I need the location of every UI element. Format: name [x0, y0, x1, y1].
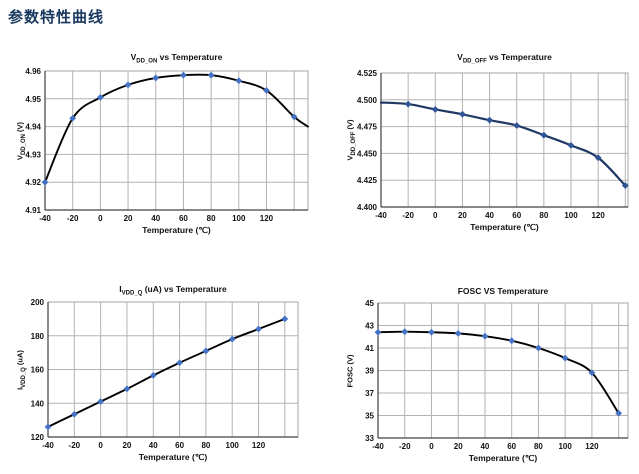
- plot-area: 4.91 4.92 4.93 4.94 4.95 4.96 -40 -20 0 20 40 60 80 1…: [25, 67, 309, 223]
- svg-text:4.91: 4.91: [25, 206, 41, 215]
- svg-text:4.94: 4.94: [25, 123, 41, 132]
- title-text: FOSC VS Temperature: [457, 286, 549, 296]
- svg-text:40: 40: [480, 442, 489, 451]
- svg-text:-20: -20: [399, 442, 411, 451]
- chart-ivdd-q-vs-temperature: IVDD_Q (uA) vs Temperature IVDD_Q (uA) 1…: [8, 278, 316, 472]
- svg-text:60: 60: [507, 442, 516, 451]
- svg-text:100: 100: [564, 211, 578, 220]
- svg-text:4.400: 4.400: [357, 203, 378, 212]
- svg-text:120: 120: [585, 442, 599, 451]
- chart-fosc-vs-temperature: FOSC VS Temperature FOSC (V) 33 35 37 39 41 4…: [338, 280, 638, 472]
- svg-text:-20: -20: [69, 441, 81, 450]
- chart-title: VDD_OFF vs Temperature: [381, 52, 628, 65]
- chart-vdd-on-vs-temperature: VDD_ON vs Temperature VDD_ON (V) 4.91 4.9…: [8, 46, 316, 236]
- svg-text:120: 120: [260, 214, 274, 223]
- svg-text:4.92: 4.92: [25, 178, 41, 187]
- title-text: V: [457, 52, 463, 62]
- svg-text:-20: -20: [67, 214, 79, 223]
- chart-title: VDD_ON vs Temperature: [45, 52, 308, 65]
- svg-text:4.500: 4.500: [357, 96, 378, 105]
- title-subscript: DD_OFF: [462, 58, 487, 65]
- title-text: (uA) vs Temperature: [142, 284, 227, 294]
- chart-title: FOSC VS Temperature: [378, 286, 628, 299]
- svg-text:-40: -40: [372, 442, 384, 451]
- svg-text:33: 33: [365, 434, 374, 443]
- x-axis-label: Temperature (℃): [468, 453, 538, 463]
- svg-text:100: 100: [226, 441, 240, 450]
- svg-text:80: 80: [539, 211, 548, 220]
- svg-text:-40: -40: [42, 441, 54, 450]
- svg-text:180: 180: [31, 332, 45, 341]
- svg-text:-20: -20: [402, 211, 414, 220]
- svg-text:60: 60: [175, 441, 184, 450]
- svg-text:80: 80: [534, 442, 543, 451]
- svg-text:0: 0: [98, 441, 103, 450]
- svg-text:35: 35: [365, 412, 374, 421]
- x-axis-label: Temperature (℃): [138, 452, 208, 462]
- title-text: vs Temperature: [486, 52, 552, 62]
- svg-text:4.450: 4.450: [357, 149, 378, 158]
- svg-text:4.95: 4.95: [25, 95, 41, 104]
- svg-text:0: 0: [98, 214, 103, 223]
- svg-text:37: 37: [365, 389, 374, 398]
- svg-text:41: 41: [365, 344, 374, 353]
- svg-text:4.93: 4.93: [25, 150, 41, 159]
- svg-text:4.525: 4.525: [357, 69, 378, 78]
- svg-text:80: 80: [201, 441, 210, 450]
- title-subscript: VDD_Q: [121, 290, 143, 297]
- page-title: 参数特性曲线: [8, 9, 105, 26]
- svg-text:0: 0: [429, 442, 434, 451]
- svg-text:60: 60: [512, 211, 521, 220]
- plot-area: 120 140 160 180 200 -40 -20 0 20 40 60 80 100 120: [31, 298, 299, 450]
- svg-text:20: 20: [454, 442, 463, 451]
- title-subscript: DD_ON: [136, 58, 158, 65]
- svg-text:0: 0: [433, 211, 438, 220]
- svg-text:40: 40: [485, 211, 494, 220]
- x-axis-label: Temperature (℃): [470, 222, 539, 232]
- svg-text:100: 100: [232, 214, 246, 223]
- svg-text:160: 160: [31, 366, 45, 375]
- chart-title: IVDD_Q (uA) vs Temperature: [48, 284, 298, 297]
- svg-text:40: 40: [151, 214, 160, 223]
- svg-text:-40: -40: [375, 211, 387, 220]
- plot-area: 4.400 4.425 4.450 4.475 4.500 4.525 -40 -20 0 20 4…: [357, 69, 629, 220]
- svg-text:20: 20: [122, 441, 131, 450]
- svg-text:45: 45: [365, 299, 374, 308]
- svg-text:60: 60: [179, 214, 188, 223]
- svg-text:4.96: 4.96: [25, 67, 41, 76]
- svg-text:120: 120: [591, 211, 605, 220]
- svg-text:80: 80: [207, 214, 216, 223]
- title-text: V: [130, 52, 137, 62]
- x-axis-label: Temperature (℃): [142, 225, 211, 235]
- svg-text:100: 100: [558, 442, 572, 451]
- title-text: I: [119, 284, 122, 294]
- svg-text:20: 20: [124, 214, 133, 223]
- svg-text:120: 120: [31, 433, 45, 442]
- chart-vdd-off-vs-temperature: VDD_OFF vs Temperature VDD_OFF (V) 4.400…: [338, 46, 638, 242]
- svg-text:43: 43: [365, 322, 374, 331]
- svg-text:-40: -40: [39, 214, 51, 223]
- svg-text:140: 140: [31, 399, 45, 408]
- title-text: vs Temperature: [157, 52, 223, 62]
- svg-text:20: 20: [458, 211, 467, 220]
- svg-text:120: 120: [252, 441, 266, 450]
- plot-area: 33 35 37 39 41 43 45 -40 -20 0 20 40 60 80 100 120: [365, 299, 629, 451]
- svg-text:40: 40: [149, 441, 158, 450]
- svg-text:4.475: 4.475: [357, 123, 378, 132]
- svg-text:200: 200: [31, 298, 45, 307]
- svg-text:4.425: 4.425: [357, 176, 378, 185]
- svg-text:39: 39: [365, 367, 374, 376]
